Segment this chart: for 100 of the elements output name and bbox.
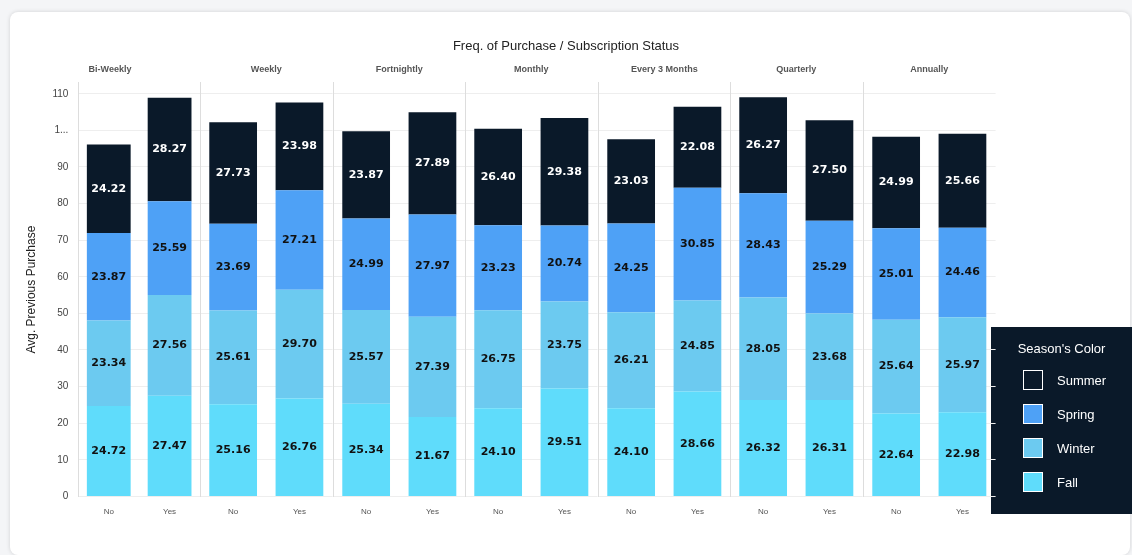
bar — [474, 225, 523, 311]
data-label: 25.57 — [348, 349, 384, 363]
data-label: 24.10 — [480, 444, 517, 458]
data-label: 25.29 — [812, 260, 848, 273]
data-label: 23.34 — [91, 356, 127, 370]
bar — [607, 408, 655, 496]
data-label: 25.34 — [348, 442, 384, 456]
data-label: 22.64 — [878, 447, 914, 461]
data-label: 26.31 — [812, 440, 848, 454]
data-label: 24.99 — [348, 257, 384, 271]
text: Freq. of Purchase / Subscription Status — [451, 38, 681, 53]
data-label: 22.98 — [944, 446, 980, 460]
legend-title: Season's Color — [1016, 341, 1107, 356]
bar — [147, 201, 192, 295]
y-tick-label: 110 — [52, 87, 69, 99]
bar — [739, 97, 788, 194]
bar — [86, 233, 131, 321]
bar — [739, 297, 788, 401]
data-label: 26.75 — [480, 352, 516, 366]
data-label: 27.97 — [414, 258, 450, 272]
data-label: 24.22 — [91, 181, 127, 195]
data-label: 26.27 — [746, 138, 781, 152]
data-label: 28.05 — [746, 341, 781, 355]
chart-title: Bi-Weekly — [88, 63, 132, 74]
data-label: 27.39 — [414, 359, 450, 373]
chart-title: Monthly — [514, 63, 549, 74]
data-label: 21.67 — [414, 449, 450, 463]
legend-label: Winter — [1057, 440, 1095, 456]
bar — [540, 118, 589, 226]
bar — [872, 136, 921, 229]
data-label: 25.16 — [215, 442, 251, 456]
chart-title: Weekly — [250, 63, 282, 74]
data-label: 28.27 — [152, 142, 187, 156]
bar — [739, 400, 788, 496]
bar — [209, 122, 258, 224]
data-label: 24.10 — [613, 444, 649, 458]
data-label: 27.56 — [152, 338, 188, 352]
data-label: 23.69 — [215, 260, 251, 274]
x-tick-label: No — [103, 507, 115, 517]
data-label: 23.75 — [547, 337, 583, 351]
bar — [408, 316, 456, 418]
bar — [474, 310, 523, 409]
legend-label: Summer — [1057, 372, 1107, 388]
bar — [805, 400, 854, 496]
x-tick-label: Yes — [163, 507, 177, 517]
data-label: 23.23 — [480, 260, 516, 274]
bar — [607, 139, 655, 224]
data-label: 24.46 — [944, 265, 981, 279]
data-label: 27.73 — [215, 166, 251, 179]
bar — [341, 131, 390, 219]
y-tick-label: 1... — [54, 124, 69, 136]
data-label: 23.87 — [348, 167, 384, 181]
data-label: 26.40 — [480, 169, 517, 183]
bar — [275, 398, 324, 496]
bar — [805, 313, 854, 401]
data-label: 22.08 — [679, 140, 715, 154]
bar — [275, 289, 324, 399]
bar — [408, 214, 456, 317]
data-label: 27.50 — [812, 163, 848, 177]
data-label: 23.68 — [812, 349, 848, 363]
legend-label: Spring — [1057, 406, 1095, 422]
bar — [872, 413, 921, 496]
bar — [872, 319, 921, 414]
bar — [938, 227, 987, 318]
data-label: 28.43 — [746, 238, 781, 252]
bar — [341, 403, 390, 496]
y-tick-label: 0 — [62, 490, 69, 502]
bar — [147, 97, 192, 202]
bar — [938, 317, 987, 413]
chart-title: Quarterly — [776, 63, 817, 74]
data-label: 23.03 — [613, 174, 649, 188]
bar — [805, 120, 854, 221]
data-label: 26.32 — [746, 440, 781, 454]
data-label: 25.61 — [215, 350, 251, 364]
bar — [209, 310, 258, 405]
data-label: 25.66 — [944, 173, 981, 187]
data-label: 28.66 — [679, 436, 716, 450]
bar — [673, 300, 722, 392]
y-tick-label: 70 — [57, 233, 69, 245]
bar — [607, 223, 655, 313]
bar — [408, 112, 456, 215]
y-tick-label: 80 — [57, 197, 69, 209]
bar — [275, 102, 324, 191]
bar — [341, 310, 390, 404]
data-label: 30.85 — [679, 236, 715, 250]
y-tick-label: 30 — [57, 380, 69, 392]
y-tick-label: 40 — [57, 343, 69, 355]
chart-title: Annually — [910, 63, 949, 74]
y-tick-label: 90 — [57, 160, 69, 172]
data-label: 29.51 — [547, 435, 583, 448]
data-label: 25.01 — [878, 266, 914, 280]
bar — [673, 391, 722, 496]
bar — [938, 412, 987, 496]
data-label: 26.76 — [281, 440, 318, 454]
bar — [474, 408, 523, 496]
data-label: 25.64 — [878, 359, 914, 373]
bar — [275, 190, 324, 290]
bar — [540, 225, 589, 302]
data-label: 29.70 — [281, 336, 318, 350]
bar — [86, 144, 131, 234]
